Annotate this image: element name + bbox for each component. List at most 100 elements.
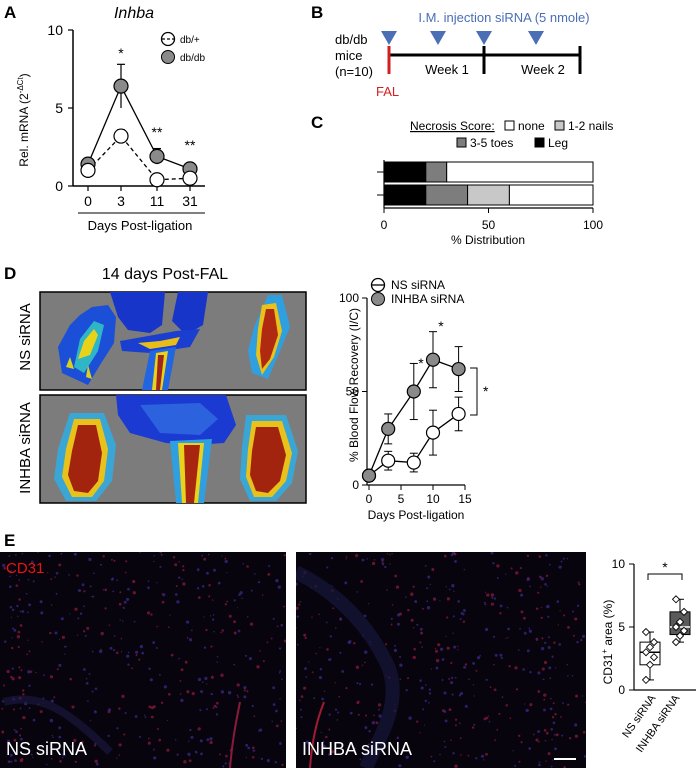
chart-d-xtick-label: 15	[458, 492, 472, 506]
micro-dot	[92, 595, 95, 598]
micro-dot	[541, 667, 545, 671]
chart-d-point-ns	[406, 455, 421, 470]
micro-dot	[183, 760, 187, 764]
micro-dot	[84, 634, 87, 637]
micro-dot	[160, 701, 164, 704]
micro-dot	[159, 552, 162, 554]
micro-dot	[344, 581, 348, 585]
micro-dot	[94, 687, 98, 690]
micro-dot	[116, 757, 118, 759]
ldpi-image-ns	[39, 291, 307, 391]
micro-dot	[127, 663, 130, 666]
micro-dot	[26, 653, 28, 656]
micro-dot	[320, 731, 322, 734]
micro-dot	[323, 690, 326, 693]
micro-dot	[384, 565, 387, 569]
micro-dot	[203, 557, 207, 561]
micro-dot	[561, 702, 564, 704]
micro-dot	[147, 741, 151, 745]
micro-dot	[371, 721, 376, 725]
micro-dot	[251, 755, 255, 759]
sig-d-overall: *	[483, 383, 489, 399]
micro-dot	[526, 649, 530, 653]
micro-dot	[462, 620, 466, 623]
micro-dot	[83, 605, 85, 608]
micro-dot	[7, 760, 11, 764]
micro-dot	[544, 583, 547, 586]
micro-dot	[549, 707, 553, 711]
micro-dot	[11, 627, 15, 630]
micro-dot	[252, 749, 254, 752]
chart-d-xtick-label: 0	[366, 492, 373, 506]
micro-dot	[300, 716, 303, 719]
panel-b: B db/db mice (n=10) I.M. injection siRNA…	[311, 3, 590, 99]
micro-dot	[28, 650, 31, 653]
micro-dot	[73, 552, 77, 556]
micro-dot	[58, 726, 62, 730]
chart-a-point-db-plus	[182, 170, 198, 186]
chart-e-point	[679, 607, 689, 617]
micro-dot	[528, 629, 532, 633]
micrograph-ns-label: NS siRNA	[6, 739, 88, 759]
micro-dot	[61, 756, 64, 759]
micro-dot	[113, 559, 116, 562]
micro-dot	[563, 765, 566, 768]
micro-dot	[491, 596, 494, 599]
micro-dot	[11, 637, 13, 639]
micro-dot	[18, 666, 21, 669]
micro-dot	[233, 599, 236, 602]
micro-dot	[139, 644, 144, 649]
micro-dot	[21, 610, 25, 613]
micro-dot	[245, 756, 248, 759]
micro-dot	[112, 649, 116, 652]
micro-dot	[182, 565, 185, 568]
micro-dot	[553, 733, 556, 736]
micro-dot	[278, 671, 281, 674]
micro-dot	[110, 578, 114, 581]
micro-dot	[475, 757, 478, 760]
micro-dot	[233, 620, 237, 624]
micro-dot	[550, 728, 553, 731]
micro-dot	[334, 682, 336, 684]
micro-dot	[523, 631, 527, 635]
micro-dot	[541, 647, 545, 651]
micro-dot	[519, 627, 521, 630]
micro-dot	[118, 707, 121, 710]
micro-dot	[423, 724, 426, 726]
micro-dot	[443, 710, 447, 713]
micro-dot	[296, 615, 299, 618]
micro-dot	[574, 617, 578, 621]
micro-dot	[484, 627, 489, 632]
micro-dot	[39, 710, 43, 714]
micro-dot	[561, 734, 564, 737]
chart-e-point	[671, 622, 681, 632]
micro-dot	[94, 759, 98, 763]
micro-dot	[204, 676, 208, 680]
micro-dot	[454, 676, 457, 679]
micro-dot	[334, 708, 338, 711]
micro-dot	[505, 637, 507, 639]
micro-dot	[299, 699, 301, 702]
panel-letter-d: D	[4, 264, 16, 283]
micro-dot	[412, 655, 416, 660]
micro-dot	[308, 553, 311, 555]
micro-dot	[93, 572, 95, 575]
micro-dot	[22, 715, 26, 720]
micro-dot	[14, 759, 17, 762]
micro-dot	[487, 715, 490, 717]
micro-dot	[20, 727, 22, 730]
micro-dot	[455, 718, 458, 721]
micro-dot	[11, 646, 14, 650]
micrograph-ns: CD31 NS siRNA	[0, 552, 286, 768]
micro-dot	[28, 603, 32, 607]
micro-dot	[496, 577, 499, 579]
micro-dot	[86, 626, 90, 630]
micro-dot	[153, 748, 155, 751]
micro-dot	[326, 648, 329, 651]
micro-dot	[457, 645, 459, 647]
micro-dot	[538, 740, 540, 743]
micro-dot	[3, 566, 6, 570]
micro-dot	[485, 678, 488, 681]
micro-dot	[1, 700, 5, 703]
micro-dot	[153, 756, 157, 760]
